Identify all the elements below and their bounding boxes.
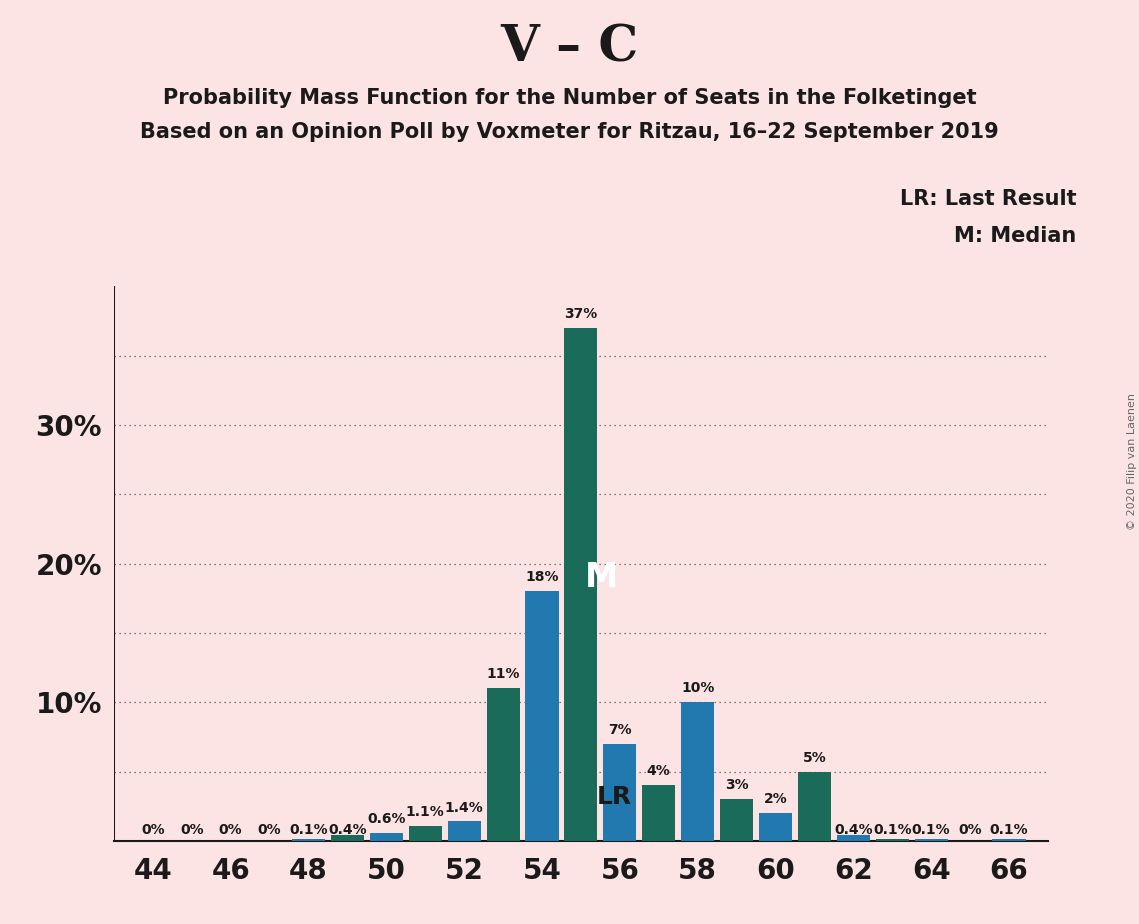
Text: V – C: V – C [500,23,639,72]
Bar [604,744,637,841]
Text: 11%: 11% [486,667,519,682]
Text: 0.4%: 0.4% [328,822,367,837]
Bar [486,688,519,841]
Bar [370,833,403,841]
Text: 1.4%: 1.4% [444,800,484,815]
Text: 0.6%: 0.6% [367,811,405,826]
Text: 7%: 7% [608,723,632,737]
Bar [876,839,909,841]
Bar [330,835,364,841]
Bar [992,839,1025,841]
Bar [409,826,442,841]
Bar [681,702,714,841]
Text: LR: Last Result: LR: Last Result [900,189,1076,210]
Bar [720,799,753,841]
Text: 37%: 37% [564,307,598,322]
Text: 3%: 3% [724,778,748,793]
Text: Based on an Opinion Poll by Voxmeter for Ritzau, 16–22 September 2019: Based on an Opinion Poll by Voxmeter for… [140,122,999,142]
Text: Probability Mass Function for the Number of Seats in the Folketinget: Probability Mass Function for the Number… [163,88,976,108]
Bar [915,839,948,841]
Bar [642,785,675,841]
Text: M: M [584,561,618,594]
Text: 0.1%: 0.1% [912,822,950,837]
Text: © 2020 Filip van Laenen: © 2020 Filip van Laenen [1126,394,1137,530]
Text: 0%: 0% [958,822,982,837]
Bar [525,591,558,841]
Text: M: Median: M: Median [954,226,1076,247]
Bar [759,813,792,841]
Text: 18%: 18% [525,570,559,585]
Bar [448,821,481,841]
Bar [837,835,870,841]
Text: 4%: 4% [647,764,671,778]
Text: 0%: 0% [219,822,243,837]
Text: 1.1%: 1.1% [405,805,444,819]
Text: 0%: 0% [257,822,281,837]
Text: 0.1%: 0.1% [990,822,1029,837]
Bar [292,839,325,841]
Text: 0.4%: 0.4% [834,822,872,837]
Text: 10%: 10% [681,681,714,695]
Text: 0%: 0% [180,822,204,837]
Text: 5%: 5% [803,750,826,765]
Text: 0%: 0% [141,822,165,837]
Text: 2%: 2% [763,792,787,806]
Text: LR: LR [597,785,632,809]
Bar [564,328,598,841]
Text: 0.1%: 0.1% [289,822,328,837]
Text: 0.1%: 0.1% [872,822,911,837]
Bar [797,772,831,841]
